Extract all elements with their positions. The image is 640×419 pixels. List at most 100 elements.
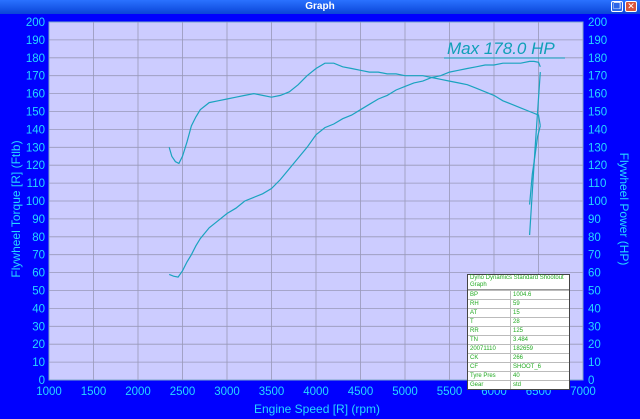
info-value: 182659	[513, 346, 534, 352]
y-tick-label-left: 30	[32, 321, 45, 333]
y-tick-label-left: 170	[26, 71, 45, 83]
chart: 1000 1500 2000 2500 3000 3500 4000 4500 5000 5500…	[9, 17, 631, 416]
y-tick-label-left: 160	[26, 89, 45, 101]
x-tick-label: 5500	[437, 386, 463, 398]
close-icon: ✕	[627, 1, 635, 11]
info-key: RR	[468, 327, 511, 335]
x-tick-label: 3500	[259, 386, 285, 398]
y-tick-label-right: 0	[588, 375, 594, 387]
info-key: CF	[468, 363, 511, 371]
y-tick-label-right: 200	[588, 17, 607, 29]
y-tick-label-left: 40	[32, 303, 45, 315]
y-tick-label-right: 70	[588, 250, 601, 262]
y-tick-label-left: 60	[32, 268, 45, 280]
x-tick-label: 7000	[570, 386, 596, 398]
restore-icon: ❐	[612, 1, 622, 11]
y-tick-label-right: 120	[588, 160, 607, 172]
restore-button[interactable]: ❐	[611, 1, 623, 12]
info-table-row: BP 1004.6	[468, 290, 569, 299]
x-tick-label: 2000	[125, 386, 151, 398]
info-key: TN	[468, 336, 511, 344]
y-tick-label-right: 80	[588, 232, 601, 244]
info-table-row: CK 266	[468, 353, 569, 362]
y-tick-label-right: 10	[588, 357, 601, 369]
info-key: AT	[468, 309, 511, 317]
y-tick-label-left: 180	[26, 53, 45, 65]
info-key: RH	[468, 300, 511, 308]
x-tick-label: 3000	[214, 386, 240, 398]
y-tick-labels-left: 0 10 20 30 40 50 60 70 80 90 100 110 120 130 140 150 160…	[26, 17, 45, 387]
y-tick-label-right: 130	[588, 142, 607, 154]
series-line-1	[168, 62, 541, 165]
y-tick-label-left: 140	[26, 124, 45, 136]
info-table-row: CF SHOOT_6	[468, 362, 569, 371]
info-key: CK	[468, 354, 511, 362]
y-tick-label-right: 180	[588, 53, 607, 65]
info-value: 3.484	[513, 337, 529, 343]
y-axis-label-left: Flywheel Torque [R] (Ftlb)	[9, 140, 23, 277]
x-tick-label: 1000	[36, 386, 62, 398]
close-button[interactable]: ✕	[625, 1, 637, 12]
info-table-row: T 28	[468, 317, 569, 326]
info-key: Gear	[468, 381, 511, 389]
y-tick-labels-right: 0 10 20 30 40 50 60 70 80 90 100 110 120 130 140 150 160…	[588, 17, 607, 387]
info-table-row: RH 59	[468, 299, 569, 308]
y-tick-label-left: 200	[26, 17, 45, 29]
info-value: 125	[513, 328, 524, 334]
series-line-4	[529, 125, 541, 205]
y-tick-label-right: 190	[588, 35, 607, 47]
y-tick-label-right: 110	[588, 178, 606, 190]
y-tick-label-left: 120	[26, 160, 45, 172]
info-value: 28	[513, 319, 520, 325]
y-axis-label-right: Flywheel Power (HP)	[617, 153, 631, 266]
y-tick-label-right: 20	[588, 339, 601, 351]
y-tick-label-left: 100	[26, 196, 45, 208]
y-tick-label-right: 40	[588, 303, 601, 315]
x-tick-label: 5000	[392, 386, 418, 398]
info-value: 15	[513, 310, 520, 316]
y-tick-label-left: 110	[27, 178, 45, 190]
max-power-annotation: Max 178.0 HP	[447, 39, 555, 58]
y-tick-label-right: 90	[588, 214, 601, 226]
info-value: 40	[513, 373, 520, 379]
x-tick-label: 4000	[303, 386, 329, 398]
y-tick-label-left: 190	[26, 35, 45, 47]
info-table-row: TN 3.484	[468, 335, 569, 344]
info-key: 20071110	[468, 345, 511, 353]
y-tick-label-right: 50	[588, 286, 601, 298]
series-line-3	[529, 72, 541, 236]
info-table-rows: BP 1004.6 RH 59 AT 15 T 28 RR 125 TN 3.484 20071110 1…	[468, 290, 569, 389]
y-tick-label-left: 70	[32, 250, 45, 262]
info-value: std	[513, 382, 522, 388]
x-axis-label: Engine Speed [R] (rpm)	[254, 402, 380, 416]
info-value: 59	[513, 301, 520, 307]
info-table-row: 20071110 182659	[468, 344, 569, 353]
info-key: BP	[468, 291, 511, 299]
info-value: 266	[513, 355, 524, 361]
y-tick-label-left: 0	[39, 375, 45, 387]
info-table-row: AT 15	[468, 308, 569, 317]
y-tick-label-right: 140	[588, 124, 607, 136]
series-lines	[168, 60, 541, 278]
info-key: T	[468, 318, 511, 326]
series-line-2	[168, 60, 541, 278]
x-tick-label: 4500	[348, 386, 374, 398]
y-tick-label-right: 30	[588, 321, 601, 333]
grid	[48, 21, 584, 381]
y-tick-label-right: 150	[588, 107, 607, 119]
y-tick-label-right: 100	[588, 196, 607, 208]
y-tick-label-left: 90	[32, 214, 45, 226]
info-value: 1004.6	[513, 292, 532, 298]
window-titlebar: Graph ❐ ✕	[0, 0, 640, 14]
y-tick-label-right: 160	[588, 89, 607, 101]
info-value: SHOOT_6	[513, 364, 542, 370]
info-table-row: Tyre Pres 40	[468, 371, 569, 380]
x-tick-label: 2500	[170, 386, 196, 398]
info-table-row: Gear std	[468, 380, 569, 389]
y-tick-label-left: 20	[32, 339, 45, 351]
info-key: Tyre Pres	[468, 372, 511, 380]
info-table-row: RR 125	[468, 326, 569, 335]
info-table: Dyno Dynamics Standard Shootout Graph BP…	[467, 274, 570, 390]
window-title: Graph	[305, 1, 335, 12]
y-tick-label-right: 60	[588, 268, 601, 280]
